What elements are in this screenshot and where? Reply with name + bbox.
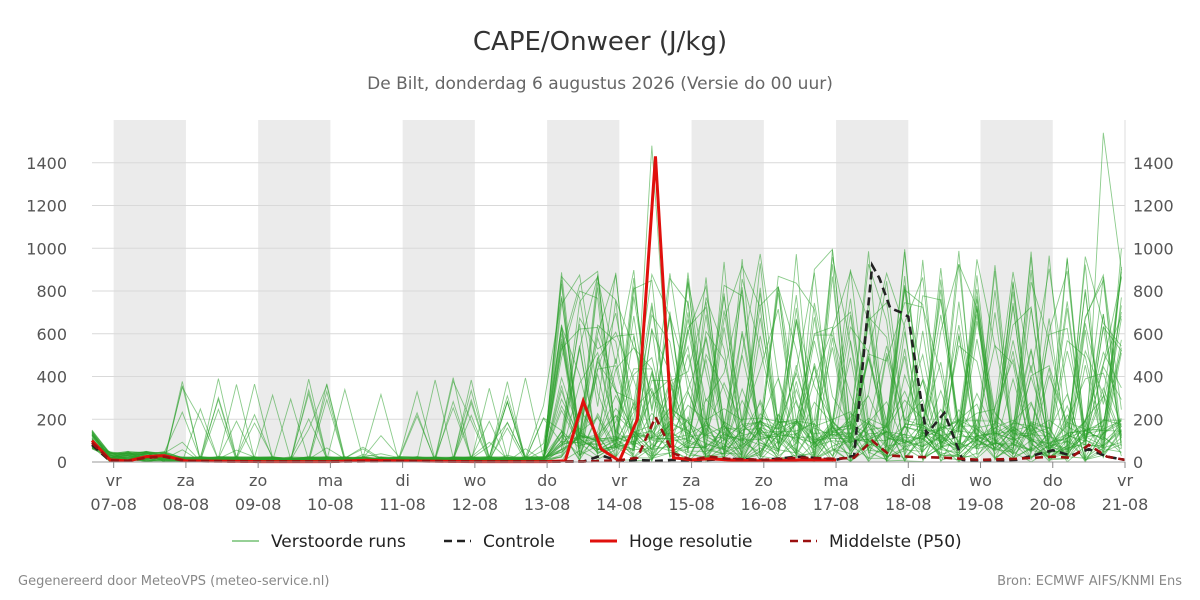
x-tick-weekday: wo xyxy=(969,471,992,490)
x-tick-weekday: ma xyxy=(318,471,343,490)
y-tick-label-left: 0 xyxy=(57,453,67,472)
ensemble-run-line xyxy=(91,269,1122,463)
series-line-middelste-p50- xyxy=(91,414,1126,463)
y-tick-label-right: 800 xyxy=(1133,282,1164,301)
y-tick-label-right: 1000 xyxy=(1133,239,1174,258)
y-tick-label-right: 1200 xyxy=(1133,197,1174,216)
legend-label: Hoge resolutie xyxy=(629,532,753,552)
x-tick-date: 13-08 xyxy=(524,495,571,514)
chart-subtitle: De Bilt, donderdag 6 augustus 2026 (Vers… xyxy=(367,74,833,94)
x-tick-weekday: wo xyxy=(463,471,486,490)
x-tick-date: 14-08 xyxy=(596,495,643,514)
x-tick-date: 16-08 xyxy=(741,495,788,514)
x-tick-weekday: do xyxy=(1043,471,1063,490)
y-tick-label-right: 400 xyxy=(1133,368,1164,387)
x-tick-date: 11-08 xyxy=(379,495,426,514)
ensemble-run-line xyxy=(91,263,1122,463)
y-tick-label-left: 600 xyxy=(36,325,67,344)
x-tick-weekday: zo xyxy=(249,471,267,490)
axes: 0 0 200 200 400 400 600 600 800 800 1000 1000 1200 12… xyxy=(26,120,1174,514)
y-tick-label-left: 800 xyxy=(36,282,67,301)
x-tick-weekday: vr xyxy=(106,471,122,490)
y-tick-label-left: 400 xyxy=(36,368,67,387)
x-tick-weekday: do xyxy=(537,471,557,490)
x-tick-date: 21-08 xyxy=(1102,495,1149,514)
x-tick-date: 17-08 xyxy=(813,495,860,514)
y-tick-label-right: 1400 xyxy=(1133,154,1174,173)
ensemble-run-line xyxy=(91,252,1122,463)
y-tick-label-left: 1400 xyxy=(26,154,67,173)
x-tick-date: 19-08 xyxy=(957,495,1004,514)
y-tick-label-right: 0 xyxy=(1133,453,1143,472)
legend-label: Middelste (P50) xyxy=(829,532,962,552)
x-tick-weekday: di xyxy=(901,471,916,490)
x-tick-date: 09-08 xyxy=(235,495,282,514)
x-tick-date: 20-08 xyxy=(1030,495,1077,514)
x-tick-weekday: za xyxy=(177,471,195,490)
ensemble-run-line xyxy=(91,264,1122,463)
footer-generator: Gegenereerd door MeteoVPS (meteo-service… xyxy=(18,574,329,589)
x-tick-weekday: za xyxy=(682,471,700,490)
legend-label: Controle xyxy=(483,532,555,552)
legend: Verstoorde runs Controle Hoge resolutie Mid… xyxy=(232,532,962,552)
x-tick-date: 08-08 xyxy=(163,495,210,514)
x-tick-date: 07-08 xyxy=(90,495,137,514)
x-tick-weekday: vr xyxy=(1117,471,1133,490)
ensemble-run-line xyxy=(91,273,1122,463)
y-tick-label-left: 1000 xyxy=(26,239,67,258)
chart-title: CAPE/Onweer (J/kg) xyxy=(473,27,727,57)
x-tick-date: 12-08 xyxy=(452,495,499,514)
y-tick-label-right: 200 xyxy=(1133,410,1164,429)
footer-source: Bron: ECMWF AIFS/KNMI Ens xyxy=(997,574,1182,589)
x-tick-date: 18-08 xyxy=(885,495,932,514)
ensemble-runs xyxy=(91,132,1122,464)
x-tick-weekday: ma xyxy=(823,471,848,490)
x-tick-weekday: di xyxy=(395,471,410,490)
legend-label: Verstoorde runs xyxy=(271,532,406,552)
x-tick-weekday: vr xyxy=(611,471,627,490)
x-tick-date: 15-08 xyxy=(668,495,715,514)
ensemble-run-line xyxy=(91,257,1122,463)
ensemble-run-line xyxy=(91,269,1122,463)
y-tick-label-left: 200 xyxy=(36,410,67,429)
x-tick-weekday: zo xyxy=(755,471,773,490)
y-tick-label-right: 600 xyxy=(1133,325,1164,344)
x-tick-date: 10-08 xyxy=(307,495,354,514)
y-tick-label-left: 1200 xyxy=(26,197,67,216)
